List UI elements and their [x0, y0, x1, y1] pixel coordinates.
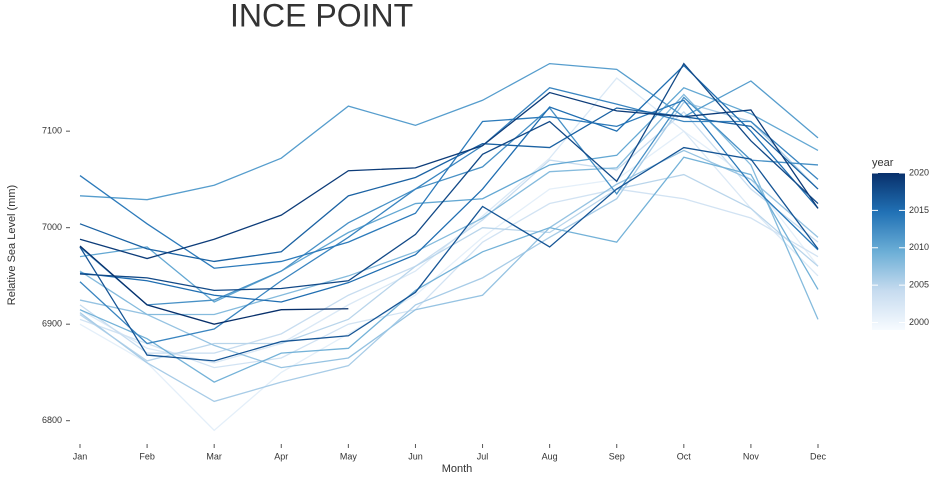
- series-line: [79, 62, 819, 292]
- x-tick-label: Jun: [408, 451, 423, 461]
- series-line: [79, 110, 819, 354]
- series-line: [79, 188, 819, 369]
- series-line: [79, 93, 819, 320]
- series-line: [79, 173, 819, 362]
- x-tick-label: Nov: [743, 451, 760, 461]
- x-tick-label: Aug: [542, 451, 558, 461]
- series-line: [79, 245, 349, 325]
- y-tick-label: 7100: [42, 126, 62, 136]
- x-tick-label: Jan: [73, 451, 88, 461]
- series-line: [79, 87, 819, 345]
- series-line: [79, 149, 819, 369]
- series-line: [79, 130, 819, 432]
- series-line: [79, 99, 819, 269]
- colorbar-tick-label: 2015: [909, 205, 929, 215]
- y-tick-label: 6800: [42, 415, 62, 425]
- x-tick-label: Feb: [139, 451, 155, 461]
- x-tick-label: May: [340, 451, 358, 461]
- x-tick-label: Apr: [274, 451, 288, 461]
- colorbar-tick-label: 2020: [909, 167, 929, 177]
- y-axis-title: Relative Sea Level (mm): [6, 185, 18, 305]
- series-line: [79, 62, 819, 201]
- y-tick-label: 7000: [42, 222, 62, 232]
- series-line: [79, 91, 819, 260]
- series-line: [79, 146, 819, 362]
- x-tick-label: Oct: [677, 451, 692, 461]
- legend-title: year: [872, 157, 894, 169]
- y-tick-label: 6900: [42, 319, 62, 329]
- series-line: [79, 101, 819, 403]
- series-line: [79, 107, 819, 263]
- series-line: [79, 156, 819, 383]
- series-line: [79, 77, 819, 364]
- colorbar-tick-label: 2005: [909, 280, 929, 290]
- colorbar-tick-label: 2000: [909, 317, 929, 327]
- colorbar: [872, 173, 905, 330]
- x-tick-label: Mar: [206, 451, 222, 461]
- series-line: [79, 96, 819, 306]
- x-tick-label: Dec: [810, 451, 827, 461]
- colorbar-tick-label: 2010: [909, 242, 929, 252]
- chart-title: INCE POINT: [230, 0, 413, 33]
- x-tick-label: Sep: [609, 451, 625, 461]
- x-tick-label: Jul: [477, 451, 489, 461]
- x-axis-title: Month: [442, 463, 473, 475]
